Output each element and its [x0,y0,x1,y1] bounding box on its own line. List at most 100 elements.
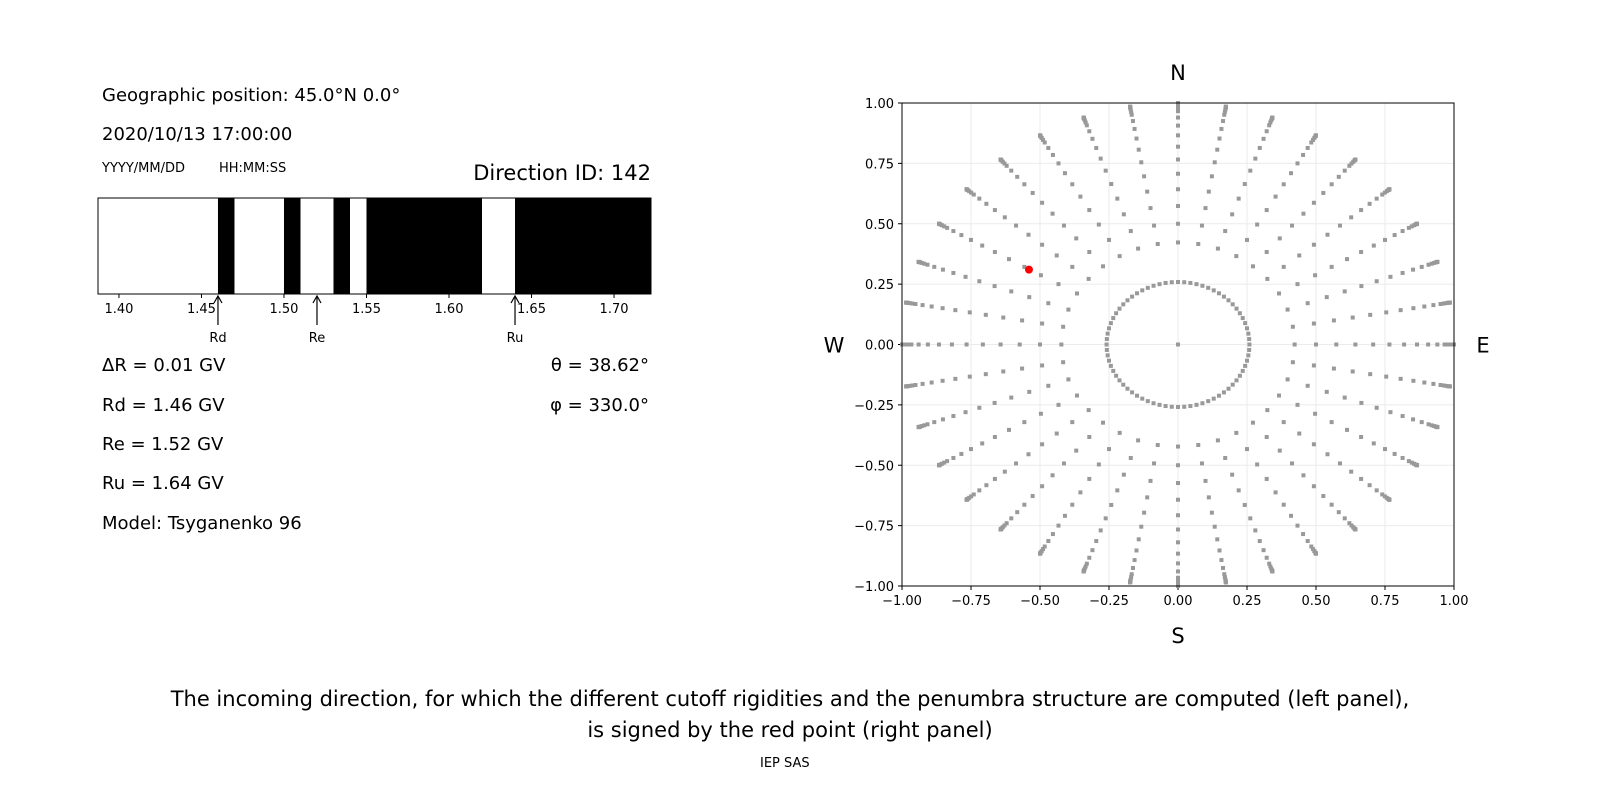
grid-point [1411,267,1416,272]
grid-point [1367,201,1372,206]
x-tick-label: 1.70 [600,302,629,317]
grid-point [1419,420,1424,425]
grid-point [1087,250,1092,255]
grid-point [1380,192,1385,197]
phi-value: φ = 330.0° [550,395,649,416]
grid-point [1392,233,1397,238]
grid-point [1264,129,1269,134]
grid-point [1222,109,1227,114]
grid-point [1182,280,1187,285]
grid-point [1030,494,1035,499]
grid-point [1374,405,1379,410]
grid-point [1148,478,1153,483]
grid-point [1305,301,1310,306]
grid-point [1109,182,1114,187]
grid-point [1046,383,1051,388]
grid-point [920,303,925,308]
grid-point [1169,280,1174,285]
grid-point [1050,532,1055,537]
grid-point [951,455,956,460]
grid-point [1176,551,1180,556]
grid-point [1222,112,1227,117]
grid-point [1015,510,1020,515]
grid-point [1221,565,1226,570]
grid-point [1236,196,1241,201]
y-tick-label: 0.50 [865,218,894,233]
grid-point [1342,168,1347,173]
grid-point [1105,353,1110,358]
grid-point [925,422,930,427]
marker-label-Re: Re [309,331,325,346]
grid-point [936,221,941,226]
grid-point [1359,250,1364,255]
y-tick-label: −0.50 [854,459,894,474]
grid-point [1261,136,1266,141]
grid-point [1054,431,1059,436]
grid-point [1222,575,1227,580]
grid-point [1215,438,1220,443]
grid-point [1046,301,1051,306]
grid-point [1388,410,1393,415]
grid-point [1056,523,1061,528]
grid-point [1176,342,1180,347]
grid-point [906,342,911,347]
grid-point [1261,548,1266,553]
grid-point [1223,104,1228,109]
grid-point [1103,168,1108,173]
grid-point [1107,237,1111,242]
datetime: 2020/10/13 17:00:00 [102,124,293,145]
grid-point [1176,123,1180,128]
rd-value: Rd = 1.46 GV [102,395,225,416]
grid-point [1056,161,1061,166]
grid-point [1411,378,1416,383]
grid-point [932,420,937,425]
grid-point [942,460,947,465]
grid-point [1140,396,1145,401]
grid-point [1230,472,1235,477]
grid-point [1273,194,1278,199]
grid-point [1062,171,1067,176]
model: Model: Tsyganenko 96 [102,513,302,534]
grid-point [1087,208,1092,213]
grid-point [1442,342,1447,347]
caption-line-2: is signed by the red point (right panel) [587,718,993,742]
grid-point [1002,215,1007,220]
grid-point [959,233,964,238]
grid-point [1107,326,1111,331]
grid-point [1435,425,1440,430]
grid-point [1329,182,1334,187]
grid-point [1264,208,1269,213]
x-tick-label: −1.00 [882,594,922,609]
grid-point [1247,347,1252,352]
grid-point [1139,524,1144,529]
arrow-head-icon [312,294,322,304]
grid-point [1176,575,1180,580]
grid-point [1400,455,1405,460]
grid-point [1277,448,1282,453]
grid-point [1248,516,1253,521]
grid-point [1367,483,1372,488]
grid-point [1199,223,1204,228]
grid-point [1353,157,1358,162]
grid-point [1114,373,1119,378]
grid-point [1176,578,1180,583]
grid-point [1176,157,1180,162]
grid-point [1382,494,1387,499]
grid-point [1096,222,1101,227]
grid-point [1371,441,1376,446]
grid-point [1242,502,1247,507]
grid-point [1121,302,1126,307]
grid-point [1066,377,1071,382]
grid-point [1129,112,1134,117]
grid-point [1387,497,1392,502]
grid-point [1101,420,1106,425]
grid-point [1350,315,1355,320]
grid-point [1411,417,1416,422]
grid-point [1070,420,1075,425]
grid-point [1236,488,1241,493]
grid-point [1329,502,1334,507]
grid-point [1128,229,1133,234]
grid-point [1359,476,1364,481]
grid-point [936,342,941,347]
